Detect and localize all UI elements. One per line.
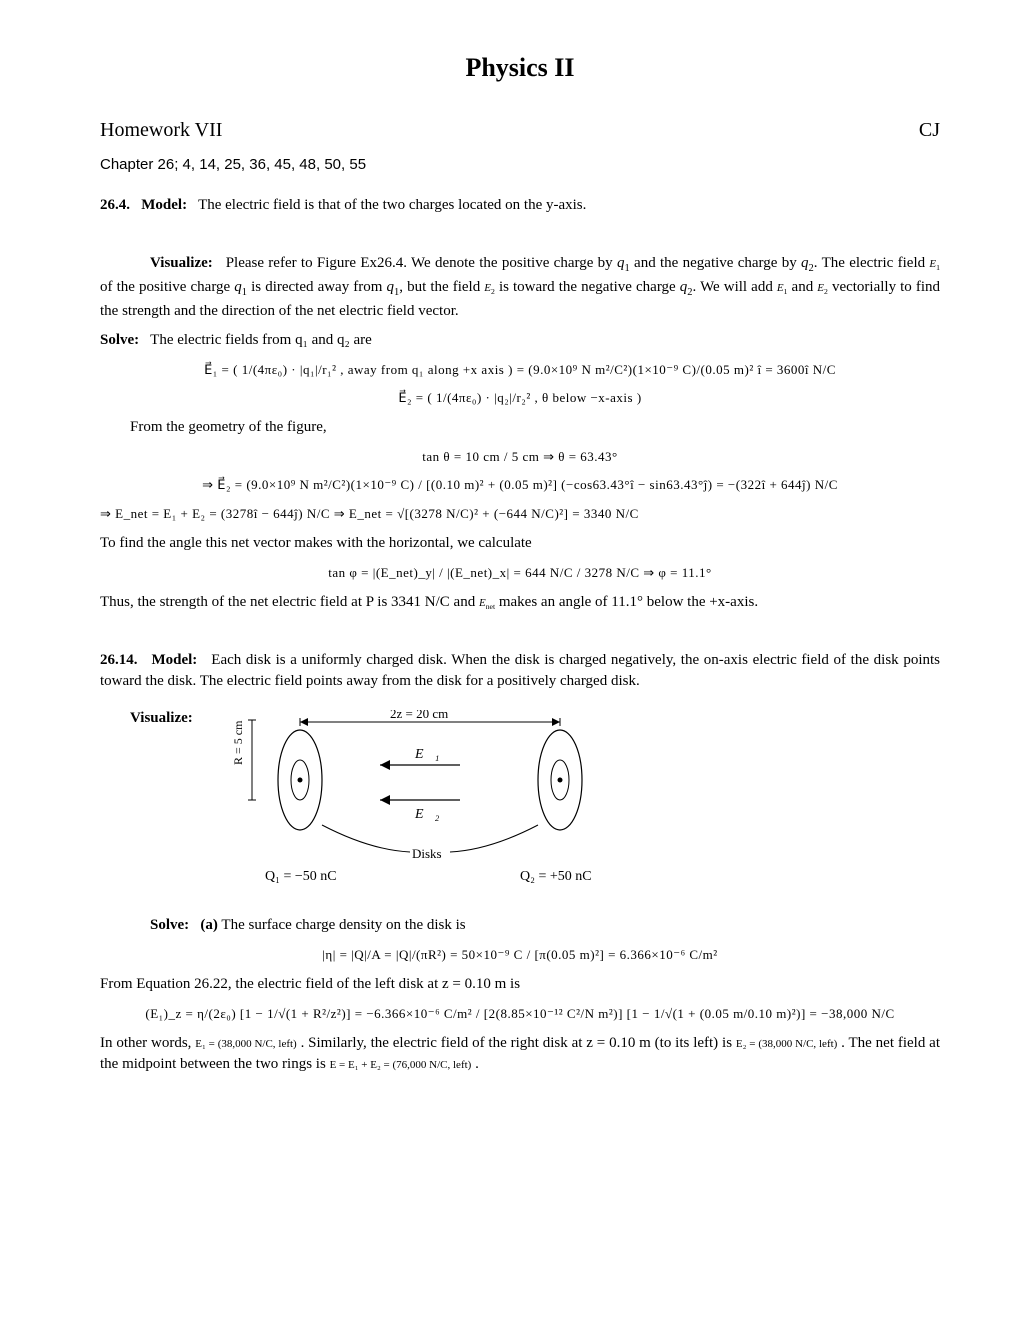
Q2-label: Q₂ = +50 nC — [520, 869, 592, 884]
closing-text: . Similarly, the electric field of the r… — [301, 1035, 736, 1051]
E2-value: E₂ = (38,000 N/C, left) — [736, 1038, 837, 1050]
closing-text: . — [475, 1056, 479, 1072]
author-initials: CJ — [919, 116, 940, 144]
equation-e1z: (E₁)_z = η/(2ε₀) [1 − 1/√(1 + R²/z²)] = … — [100, 1005, 940, 1023]
solve-label: Solve: — [150, 917, 189, 933]
E1-symbol: E1 — [929, 258, 940, 270]
equation-theta: tan θ = 10 cm / 5 cm ⇒ θ = 63.43° — [100, 448, 940, 466]
from-eq-text: From Equation 26.22, the electric field … — [100, 974, 940, 995]
p2614-closing: In other words, E₁ = (38,000 N/C, left) … — [100, 1033, 940, 1075]
R-label: R = 5 cm — [231, 720, 245, 765]
p264-solve-intro: Solve: The electric fields from q₁ and q… — [100, 330, 940, 351]
Enet-symbol: Enet — [479, 597, 495, 609]
vis-text: , but the field — [399, 279, 484, 295]
vis-text: and — [792, 279, 818, 295]
vis-text: . The electric field — [814, 255, 930, 271]
p264-model: 26.4. Model: The electric field is that … — [100, 195, 940, 216]
model-label: Model: — [151, 652, 197, 668]
p2614-model: 26.14. Model: Each disk is a uniformly c… — [100, 650, 940, 692]
angle-intro: To find the angle this net vector makes … — [100, 533, 940, 554]
solve-text: The electric fields from q₁ and q₂ are — [150, 332, 372, 348]
equation-e2: E⃗₂ = ( 1/(4πε₀) · |q₂|/r₂² , θ below −x… — [100, 389, 940, 407]
model-text: The electric field is that of the two ch… — [198, 197, 586, 213]
p2614-solve-intro: Solve: (a) The surface charge density on… — [100, 915, 940, 936]
concl-text: makes an angle of 11.1° below the +x-axi… — [499, 594, 758, 610]
2z-label: 2z = 20 cm — [390, 710, 448, 721]
vis-text: and the negative charge by — [634, 255, 801, 271]
q2-symbol: q — [801, 255, 809, 271]
page-title: Physics II — [100, 50, 940, 86]
model-text: Each disk is a uniformly charged disk. W… — [100, 652, 940, 689]
chapter-line: Chapter 26; 4, 14, 25, 36, 45, 48, 50, 5… — [100, 154, 940, 175]
E1-symbol: E1 — [777, 282, 788, 294]
vis-text: . We will add — [693, 279, 777, 295]
disk-diagram: R = 5 cm 2z = 20 cm E⃗₁ — [230, 710, 650, 897]
vis-text: is toward the negative charge — [499, 279, 680, 295]
E1-value: E₁ = (38,000 N/C, left) — [195, 1038, 296, 1050]
geometry-text: From the geometry of the figure, — [100, 417, 940, 438]
problem-number: 26.14. — [100, 652, 138, 668]
solve-text: The surface charge density on the disk i… — [221, 917, 465, 933]
equation-eta: |η| = |Q|/A = |Q|/(πR²) = 50×10⁻⁹ C / [π… — [100, 946, 940, 964]
vis-text: is directed away from — [251, 279, 386, 295]
E2-symbol: E2 — [817, 282, 828, 294]
equation-e2-expanded: ⇒ E⃗₂ = (9.0×10⁹ N m²/C²)(1×10⁻⁹ C) / [(… — [100, 476, 940, 494]
closing-text: In other words, — [100, 1035, 195, 1051]
E2-symbol: E2 — [484, 282, 495, 294]
visualize-label: Visualize: — [130, 710, 193, 726]
p264-conclusion: Thus, the strength of the net electric f… — [100, 592, 940, 613]
diagram-svg: R = 5 cm 2z = 20 cm E⃗₁ — [230, 710, 650, 890]
visualize-label: Visualize: — [150, 255, 213, 271]
part-a-label: (a) — [200, 917, 218, 933]
concl-text: Thus, the strength of the net electric f… — [100, 594, 479, 610]
equation-enet: ⇒ E_net = E₁ + E₂ = (3278î − 644ĵ) N/C ⇒… — [100, 505, 940, 523]
problem-number: 26.4. — [100, 197, 130, 213]
Q1-label: Q₁ = −50 nC — [265, 869, 337, 884]
E2-label: E⃗₂ — [414, 807, 439, 822]
vis-text: Please refer to Figure Ex26.4. We denote… — [226, 255, 617, 271]
E1-label: E⃗₁ — [414, 747, 439, 762]
homework-header: Homework VII CJ — [100, 116, 940, 144]
Enet-value: E = E₁ + E₂ = (76,000 N/C, left) — [330, 1059, 472, 1071]
equation-e1: E⃗₁ = ( 1/(4πε₀) · |q₁|/r₁² , away from … — [100, 361, 940, 379]
equation-phi: tan φ = |(E_net)_y| / |(E_net)_x| = 644 … — [100, 564, 940, 582]
disks-label: Disks — [412, 846, 442, 861]
model-label: Model: — [141, 197, 187, 213]
solve-label: Solve: — [100, 332, 139, 348]
homework-label: Homework VII — [100, 116, 222, 144]
vis-text: of the positive charge — [100, 279, 234, 295]
p264-visualize: Visualize: Please refer to Figure Ex26.4… — [100, 253, 940, 321]
